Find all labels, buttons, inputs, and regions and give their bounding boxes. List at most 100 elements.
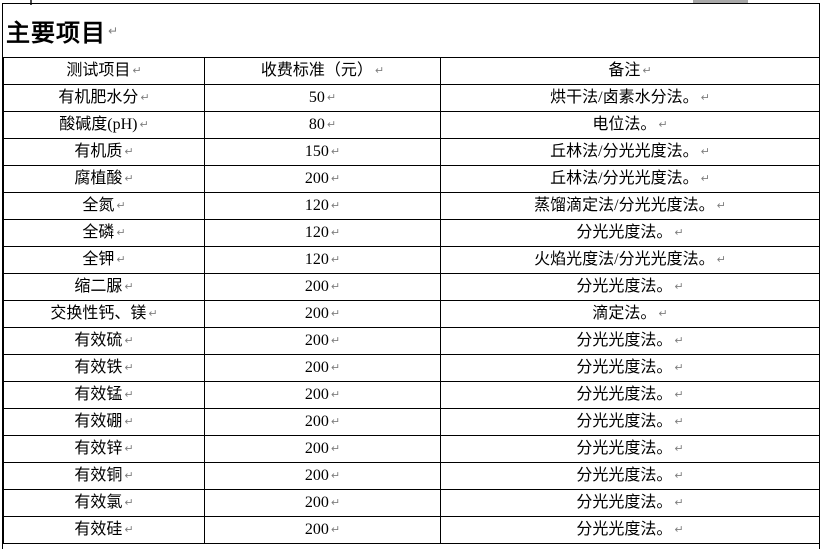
cell-test-item[interactable]: 有效铜 ↵ [3,462,205,490]
cell-fee[interactable]: 200 ↵ [204,516,441,544]
cell-test-item[interactable]: 有效硫 ↵ [3,327,205,355]
cell-fee[interactable]: 120 ↵ [204,246,441,274]
test-item-text: 全磷 [82,224,115,241]
cell-fee[interactable]: 200 ↵ [204,300,441,328]
paragraph-mark-icon: ↵ [674,280,684,293]
cell-test-item[interactable]: 有效锰 ↵ [3,381,205,409]
cell-test-item[interactable]: 酸碱度(pH) ↵ [3,111,205,139]
cell-fee[interactable]: 80 ↵ [204,111,441,139]
cell-test-item[interactable]: 全氮 ↵ [3,192,205,220]
table-row: 有效硼 ↵ 200 ↵ 分光光度法。 ↵ [3,408,820,436]
paragraph-mark-icon: ↵ [124,442,134,455]
cell-fee[interactable]: 200 ↵ [204,381,441,409]
cell-note[interactable]: 火焰光度法/分光光度法。 ↵ [440,246,820,274]
cell-note[interactable]: 分光光度法。 ↵ [440,489,820,517]
paragraph-mark-icon: ↵ [674,334,684,347]
paragraph-mark-icon: ↵ [330,253,341,266]
fee-value-text: 120 [304,251,329,268]
test-item-text: 交换性钙、镁 [50,305,147,322]
cell-test-item[interactable]: 有效铁 ↵ [3,354,205,382]
test-item-text: 有机质 [74,143,123,160]
paragraph-mark-icon: ↵ [330,199,341,212]
paragraph-mark-icon: ↵ [116,199,126,212]
header-cell-fee-standard[interactable]: 收费标准（元） ↵ [204,57,441,85]
table-header-row: 测试项目 ↵ 收费标准（元） ↵ 备注 ↵ [3,57,820,85]
paragraph-mark-icon: ↵ [658,118,668,131]
note-text: 分光光度法。 [576,332,673,349]
cell-fee[interactable]: 200 ↵ [204,489,441,517]
header-cell-test-item[interactable]: 测试项目 ↵ [3,57,205,85]
paragraph-mark-icon: ↵ [124,496,134,509]
note-text: 分光光度法。 [576,440,673,457]
cell-fee[interactable]: 120 ↵ [204,192,441,220]
cell-fee[interactable]: 150 ↵ [204,138,441,166]
cell-note[interactable]: 分光光度法。 ↵ [440,273,820,301]
cell-fee[interactable]: 200 ↵ [204,354,441,382]
paragraph-mark-icon: ↵ [330,334,341,347]
fee-value-text: 120 [304,197,329,214]
cell-note[interactable]: 滴定法。 ↵ [440,300,820,328]
cell-fee[interactable]: 200 ↵ [204,462,441,490]
note-text: 丘林法/分光光度法。 [550,143,699,160]
cell-fee[interactable]: 200 ↵ [204,165,441,193]
table-row: 腐植酸 ↵ 200 ↵ 丘林法/分光光度法。 ↵ [3,165,820,193]
paragraph-mark-icon: ↵ [374,64,385,77]
cell-fee[interactable]: 200 ↵ [204,408,441,436]
fee-value-text: 120 [304,224,329,241]
cell-test-item[interactable]: 有效锌 ↵ [3,435,205,463]
paragraph-mark-icon: ↵ [674,361,684,374]
cell-note[interactable]: 分光光度法。 ↵ [440,381,820,409]
cell-test-item[interactable]: 交换性钙、镁 ↵ [3,300,205,328]
cell-note[interactable]: 分光光度法。 ↵ [440,516,820,544]
test-item-text: 有效铁 [74,359,123,376]
note-text: 分光光度法。 [576,413,673,430]
cell-note[interactable]: 分光光度法。 ↵ [440,219,820,247]
cell-test-item[interactable]: 有效氯 ↵ [3,489,205,517]
cell-fee[interactable]: 200 ↵ [204,273,441,301]
test-item-text: 全钾 [82,251,115,268]
table-row: 有机肥水分 ↵ 50 ↵ 烘干法/卤素水分法。 ↵ [3,84,820,112]
paragraph-mark-icon: ↵ [674,442,684,455]
table-row: 交换性钙、镁 ↵ 200 ↵ 滴定法。 ↵ [3,300,820,328]
cell-test-item[interactable]: 有效硼 ↵ [3,408,205,436]
cell-note[interactable]: 电位法。 ↵ [440,111,820,139]
cell-fee[interactable]: 200 ↵ [204,327,441,355]
paragraph-mark-icon: ↵ [140,91,150,104]
test-item-text: 有效铜 [74,467,123,484]
cell-note[interactable]: 烘干法/卤素水分法。 ↵ [440,84,820,112]
cell-note[interactable]: 分光光度法。 ↵ [440,327,820,355]
cell-note[interactable]: 蒸馏滴定法/分光光度法。 ↵ [440,192,820,220]
cell-test-item[interactable]: 有机质 ↵ [3,138,205,166]
cell-fee[interactable]: 120 ↵ [204,219,441,247]
cell-test-item[interactable]: 全钾 ↵ [3,246,205,274]
cell-note[interactable]: 分光光度法。 ↵ [440,462,820,490]
paragraph-mark-icon: ↵ [132,64,142,77]
cell-test-item[interactable]: 有效硅 ↵ [3,516,205,544]
paragraph-mark-icon: ↵ [674,388,684,401]
paragraph-mark-icon: ↵ [124,280,134,293]
note-text: 分光光度法。 [576,467,673,484]
cell-test-item[interactable]: 缩二脲 ↵ [3,273,205,301]
header-cell-remarks[interactable]: 备注 ↵ [440,57,820,85]
fee-value-text: 200 [304,170,329,187]
cell-test-item[interactable]: 有机肥水分 ↵ [3,84,205,112]
paragraph-mark-icon: ↵ [116,253,126,266]
cell-test-item[interactable]: 全磷 ↵ [3,219,205,247]
table-row: 有机质 ↵ 150 ↵ 丘林法/分光光度法。 ↵ [3,138,820,166]
cell-fee[interactable]: 50 ↵ [204,84,441,112]
paragraph-mark-icon: ↵ [330,442,341,455]
cell-note[interactable]: 分光光度法。 ↵ [440,435,820,463]
note-text: 电位法。 [592,116,657,133]
cell-test-item[interactable]: 腐植酸 ↵ [3,165,205,193]
paragraph-mark-icon: ↵ [330,415,341,428]
cell-note[interactable]: 丘林法/分光光度法。 ↵ [440,138,820,166]
note-text: 分光光度法。 [576,521,673,538]
fee-value-text: 200 [304,494,329,511]
cell-note[interactable]: 丘林法/分光光度法。 ↵ [440,165,820,193]
fee-value-text: 200 [304,521,329,538]
section-title[interactable]: 主要项目 ↵ [3,4,819,57]
cell-note[interactable]: 分光光度法。 ↵ [440,408,820,436]
cell-fee[interactable]: 200 ↵ [204,435,441,463]
cell-note[interactable]: 分光光度法。 ↵ [440,354,820,382]
